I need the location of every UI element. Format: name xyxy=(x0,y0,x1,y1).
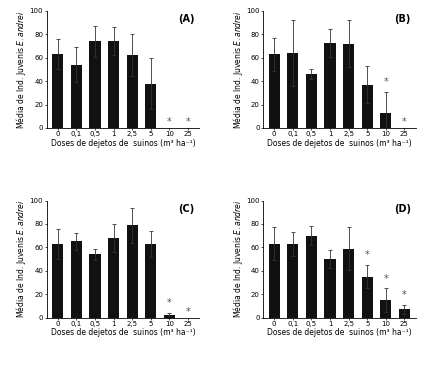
Bar xyxy=(145,244,156,318)
Text: *: * xyxy=(167,298,172,308)
Text: *: * xyxy=(402,117,407,127)
Bar xyxy=(71,242,82,318)
X-axis label: Doses de dejetos de  suinos (m³ ha⁻¹): Doses de dejetos de suinos (m³ ha⁻¹) xyxy=(50,328,195,337)
Bar xyxy=(108,238,119,318)
Bar xyxy=(127,225,138,318)
Text: *: * xyxy=(402,290,407,300)
Bar xyxy=(343,44,354,128)
Bar xyxy=(287,244,298,318)
Text: *: * xyxy=(186,307,190,317)
Bar xyxy=(145,84,156,128)
Text: (C): (C) xyxy=(178,204,195,214)
Bar xyxy=(164,315,175,318)
Text: (A): (A) xyxy=(178,15,195,24)
Y-axis label: Média de Ind. Juvenis $\it{E. andrei}$: Média de Ind. Juvenis $\it{E. andrei}$ xyxy=(231,10,245,129)
Bar xyxy=(89,254,100,318)
Bar xyxy=(269,54,280,128)
Bar xyxy=(362,277,373,318)
Bar xyxy=(380,300,391,318)
Y-axis label: Média de Ind. Juvenis $\it{E. andrei}$: Média de Ind. Juvenis $\it{E. andrei}$ xyxy=(231,200,245,318)
Bar xyxy=(324,43,335,128)
Bar xyxy=(399,310,410,318)
Bar xyxy=(71,65,82,128)
X-axis label: Doses de dejetos de  suinos (m³ ha⁻¹): Doses de dejetos de suinos (m³ ha⁻¹) xyxy=(50,139,195,148)
Bar xyxy=(108,41,119,128)
Y-axis label: Média de Ind. Juvenis $\it{E. andrei}$: Média de Ind. Juvenis $\it{E. andrei}$ xyxy=(14,10,28,129)
Bar xyxy=(362,85,373,128)
Bar xyxy=(127,55,138,128)
Bar xyxy=(343,249,354,318)
Bar xyxy=(52,244,63,318)
Text: *: * xyxy=(383,77,388,87)
Bar xyxy=(269,244,280,318)
Text: (D): (D) xyxy=(394,204,411,214)
Bar xyxy=(324,259,335,318)
Bar xyxy=(52,54,63,128)
Y-axis label: Média de Ind. Juvenis $\it{E. andrei}$: Média de Ind. Juvenis $\it{E. andrei}$ xyxy=(14,200,28,318)
Bar xyxy=(306,74,317,128)
Text: *: * xyxy=(186,117,190,127)
Bar xyxy=(380,113,391,128)
Text: *: * xyxy=(167,117,172,127)
Text: *: * xyxy=(383,274,388,284)
Bar xyxy=(89,41,100,128)
Bar xyxy=(287,53,298,128)
Bar xyxy=(306,236,317,318)
Text: (B): (B) xyxy=(395,15,411,24)
X-axis label: Doses de dejetos de  suinos (m³ ha⁻¹): Doses de dejetos de suinos (m³ ha⁻¹) xyxy=(267,328,412,337)
Text: *: * xyxy=(365,250,370,260)
X-axis label: Doses de dejetos de  suinos (m³ ha⁻¹): Doses de dejetos de suinos (m³ ha⁻¹) xyxy=(267,139,412,148)
